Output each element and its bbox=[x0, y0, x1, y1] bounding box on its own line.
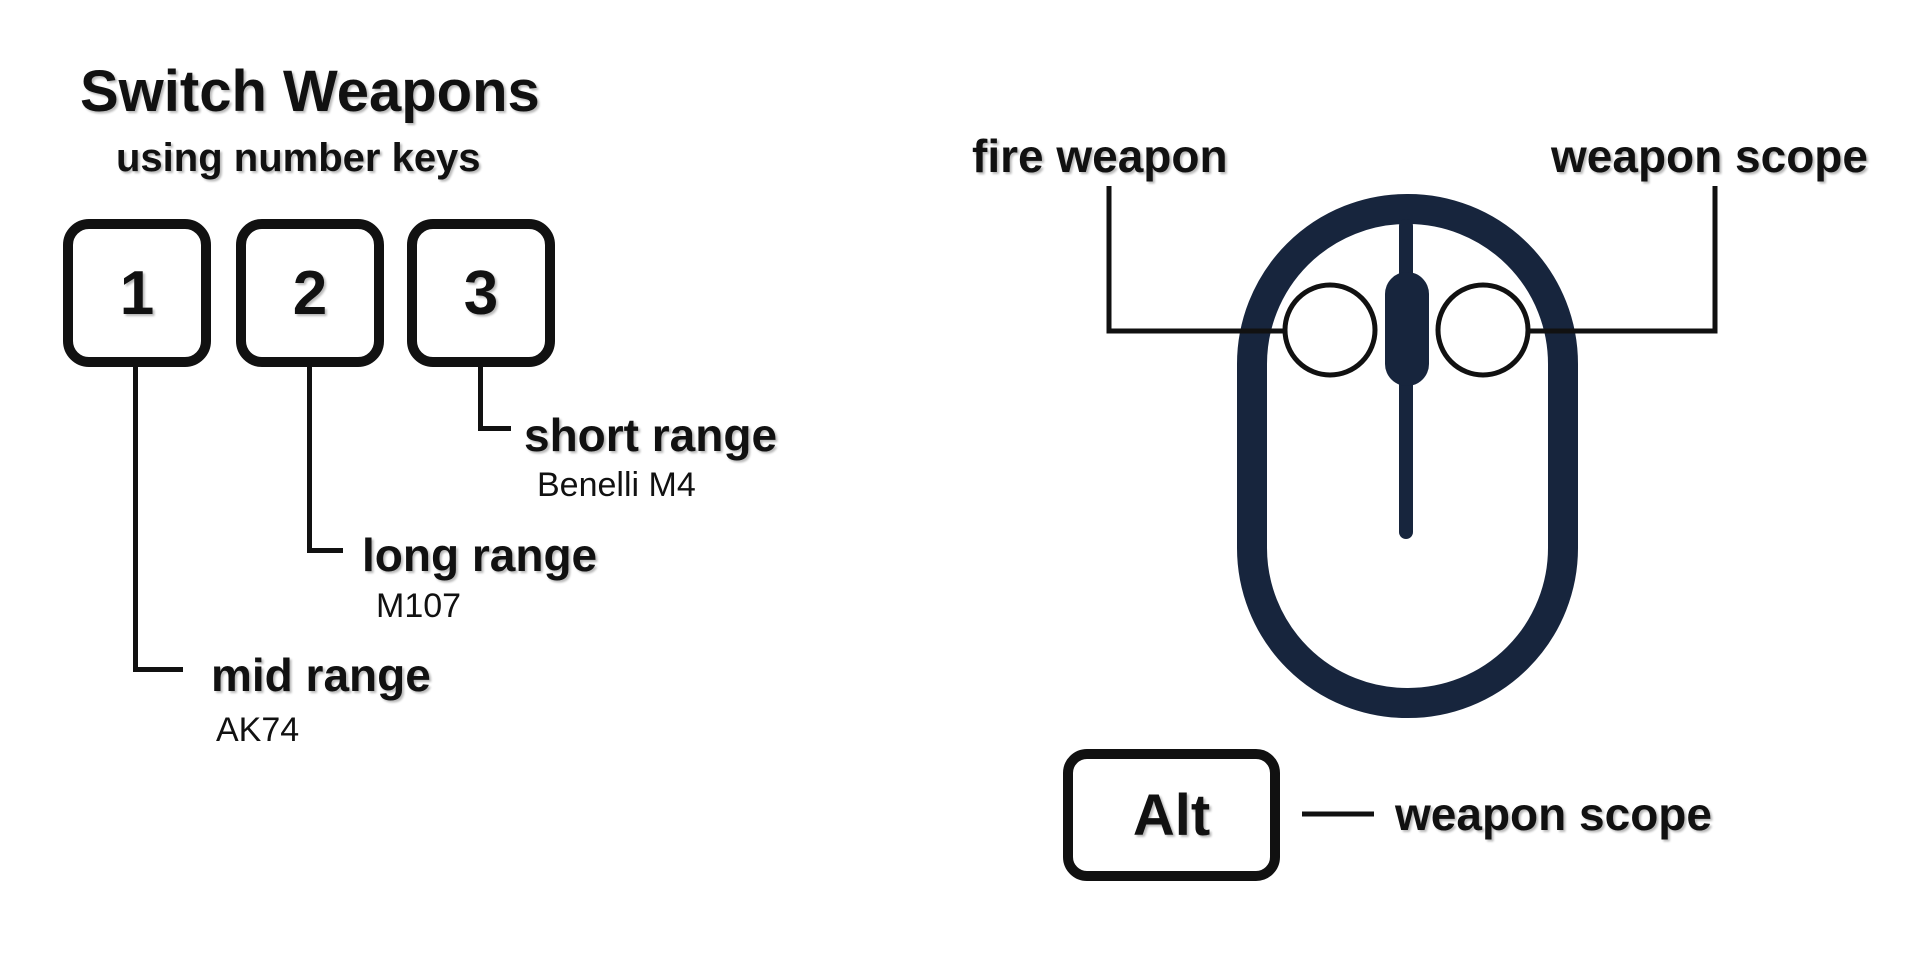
long-range-label: long range bbox=[362, 529, 598, 581]
alt-weapon-scope-label: weapon scope bbox=[1395, 788, 1712, 840]
left-click-button-icon bbox=[1282, 282, 1378, 378]
connector-key-3-vertical bbox=[478, 367, 483, 431]
connector-key-1-horizontal bbox=[133, 667, 183, 672]
fire-weapon-label: fire weapon bbox=[972, 130, 1228, 182]
connector-key-1-vertical bbox=[133, 367, 138, 672]
connector-key-2-horizontal bbox=[307, 548, 343, 553]
subtitle: using number keys bbox=[116, 136, 481, 180]
right-click-button-icon bbox=[1435, 282, 1531, 378]
weapon-scope-connector bbox=[1528, 186, 1718, 334]
alt-key: Alt bbox=[1063, 749, 1280, 881]
mouse-icon bbox=[1237, 194, 1578, 718]
connector-key-3-horizontal bbox=[478, 426, 511, 431]
long-range-weapon: M107 bbox=[376, 587, 462, 625]
fire-weapon-connector bbox=[1106, 186, 1286, 334]
weapon-scope-label: weapon scope bbox=[1551, 130, 1868, 182]
connector-key-2-vertical bbox=[307, 367, 312, 553]
key-1: 1 bbox=[63, 219, 211, 367]
mid-range-label: mid range bbox=[211, 649, 431, 701]
key-3: 3 bbox=[407, 219, 555, 367]
mid-range-weapon: AK74 bbox=[216, 711, 300, 749]
short-range-label: short range bbox=[524, 409, 778, 461]
short-range-weapon: Benelli M4 bbox=[537, 466, 696, 504]
key-2: 2 bbox=[236, 219, 384, 367]
title: Switch Weapons bbox=[80, 59, 540, 124]
